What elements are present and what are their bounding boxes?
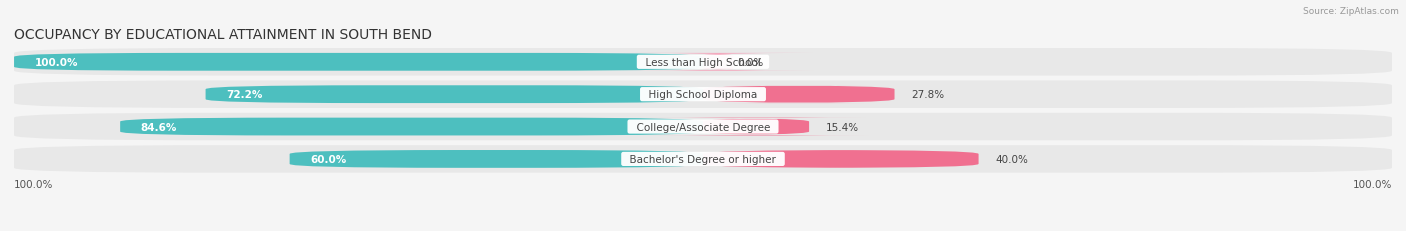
FancyBboxPatch shape: [703, 86, 894, 104]
FancyBboxPatch shape: [14, 146, 1392, 173]
Text: 100.0%: 100.0%: [1353, 179, 1392, 189]
Text: 100.0%: 100.0%: [35, 58, 79, 67]
Text: Source: ZipAtlas.com: Source: ZipAtlas.com: [1303, 7, 1399, 16]
FancyBboxPatch shape: [703, 150, 979, 168]
Text: College/Associate Degree: College/Associate Degree: [630, 122, 776, 132]
Text: OCCUPANCY BY EDUCATIONAL ATTAINMENT IN SOUTH BEND: OCCUPANCY BY EDUCATIONAL ATTAINMENT IN S…: [14, 28, 432, 42]
FancyBboxPatch shape: [14, 54, 703, 71]
Text: 27.8%: 27.8%: [911, 90, 945, 100]
Text: High School Diploma: High School Diploma: [643, 90, 763, 100]
Text: 100.0%: 100.0%: [14, 179, 53, 189]
FancyBboxPatch shape: [644, 118, 869, 136]
FancyBboxPatch shape: [205, 86, 703, 104]
FancyBboxPatch shape: [120, 118, 703, 136]
Text: Bachelor's Degree or higher: Bachelor's Degree or higher: [623, 154, 783, 164]
Text: 0.0%: 0.0%: [738, 58, 763, 67]
Legend: Owner-occupied, Renter-occupied: Owner-occupied, Renter-occupied: [581, 228, 825, 231]
Text: 84.6%: 84.6%: [141, 122, 177, 132]
FancyBboxPatch shape: [623, 54, 813, 71]
Text: 72.2%: 72.2%: [226, 90, 263, 100]
FancyBboxPatch shape: [290, 150, 703, 168]
Text: 15.4%: 15.4%: [825, 122, 859, 132]
FancyBboxPatch shape: [14, 49, 1392, 76]
FancyBboxPatch shape: [14, 81, 1392, 109]
FancyBboxPatch shape: [14, 113, 1392, 141]
Text: 40.0%: 40.0%: [995, 154, 1028, 164]
Text: Less than High School: Less than High School: [638, 58, 768, 67]
Text: 60.0%: 60.0%: [311, 154, 346, 164]
